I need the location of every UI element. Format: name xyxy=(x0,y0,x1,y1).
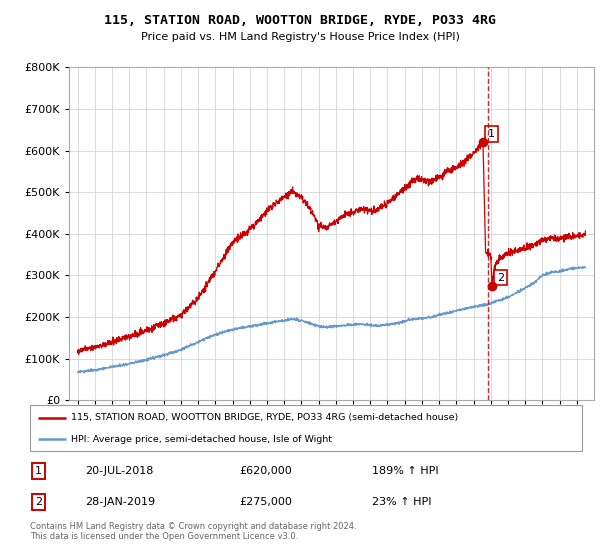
Text: 115, STATION ROAD, WOOTTON BRIDGE, RYDE, PO33 4RG (semi-detached house): 115, STATION ROAD, WOOTTON BRIDGE, RYDE,… xyxy=(71,413,458,422)
Text: 2: 2 xyxy=(497,273,504,283)
Text: Contains HM Land Registry data © Crown copyright and database right 2024.
This d: Contains HM Land Registry data © Crown c… xyxy=(30,522,356,542)
Text: 23% ↑ HPI: 23% ↑ HPI xyxy=(372,497,432,507)
Text: 2: 2 xyxy=(35,497,42,507)
Text: £620,000: £620,000 xyxy=(240,466,293,476)
Text: 20-JUL-2018: 20-JUL-2018 xyxy=(85,466,154,476)
Text: 189% ↑ HPI: 189% ↑ HPI xyxy=(372,466,439,476)
Text: 115, STATION ROAD, WOOTTON BRIDGE, RYDE, PO33 4RG: 115, STATION ROAD, WOOTTON BRIDGE, RYDE,… xyxy=(104,14,496,27)
FancyBboxPatch shape xyxy=(30,405,582,451)
Text: HPI: Average price, semi-detached house, Isle of Wight: HPI: Average price, semi-detached house,… xyxy=(71,435,332,444)
Text: £275,000: £275,000 xyxy=(240,497,293,507)
Text: 28-JAN-2019: 28-JAN-2019 xyxy=(85,497,155,507)
Text: 1: 1 xyxy=(35,466,42,476)
Text: 1: 1 xyxy=(488,129,495,139)
Text: Price paid vs. HM Land Registry's House Price Index (HPI): Price paid vs. HM Land Registry's House … xyxy=(140,32,460,43)
